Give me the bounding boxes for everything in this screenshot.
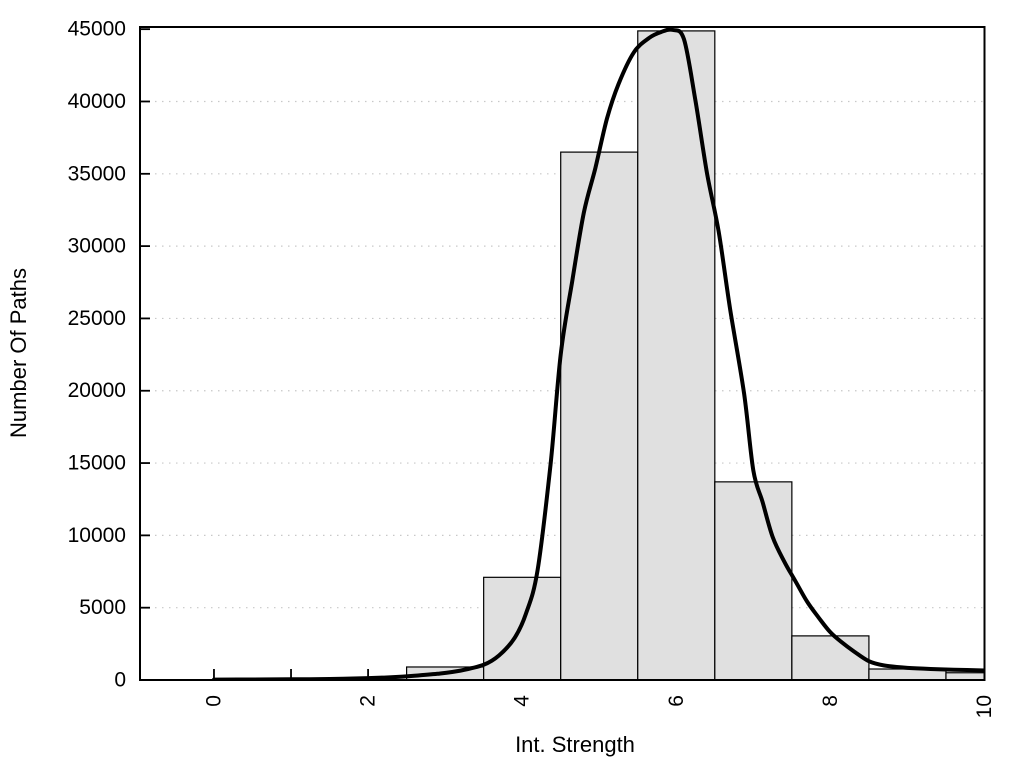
x-tick-label: 0 <box>203 695 226 707</box>
y-tick-label: 45000 <box>68 18 126 41</box>
plot-frame-layer <box>139 26 986 681</box>
x-tick-label: 6 <box>665 695 688 707</box>
x-tick-label: 8 <box>819 695 842 707</box>
histogram-bar <box>714 481 793 680</box>
fit-curve <box>212 27 985 680</box>
y-tick-label: 30000 <box>68 235 126 258</box>
y-tick-label: 15000 <box>68 452 126 475</box>
y-tick-label: 20000 <box>68 379 126 402</box>
y-tick-label: 35000 <box>68 162 126 185</box>
tick-labels-layer: 0 5000 10000 15000 20000 25000 30000 35000 40000… <box>68 18 996 719</box>
fit-curve-layer <box>212 27 985 680</box>
y-tick-label: 10000 <box>68 524 126 547</box>
y-tick-label: 40000 <box>68 90 126 113</box>
y-axis-title: Number Of Paths <box>6 268 31 438</box>
histogram-bar <box>791 635 870 680</box>
histogram-bars-layer <box>406 30 985 680</box>
x-tick-label: 10 <box>973 695 996 718</box>
y-tick-label: 0 <box>114 669 126 692</box>
histogram-bar <box>483 576 562 680</box>
y-tick-label: 25000 <box>68 307 126 330</box>
plot-border <box>139 26 986 681</box>
x-axis-title: Int. Strength <box>515 732 635 757</box>
x-tick-label: 4 <box>511 695 534 707</box>
histogram-bar <box>637 30 716 680</box>
x-tick-label: 2 <box>357 695 380 707</box>
histogram-bar <box>560 151 639 680</box>
y-tick-label: 5000 <box>79 596 126 619</box>
